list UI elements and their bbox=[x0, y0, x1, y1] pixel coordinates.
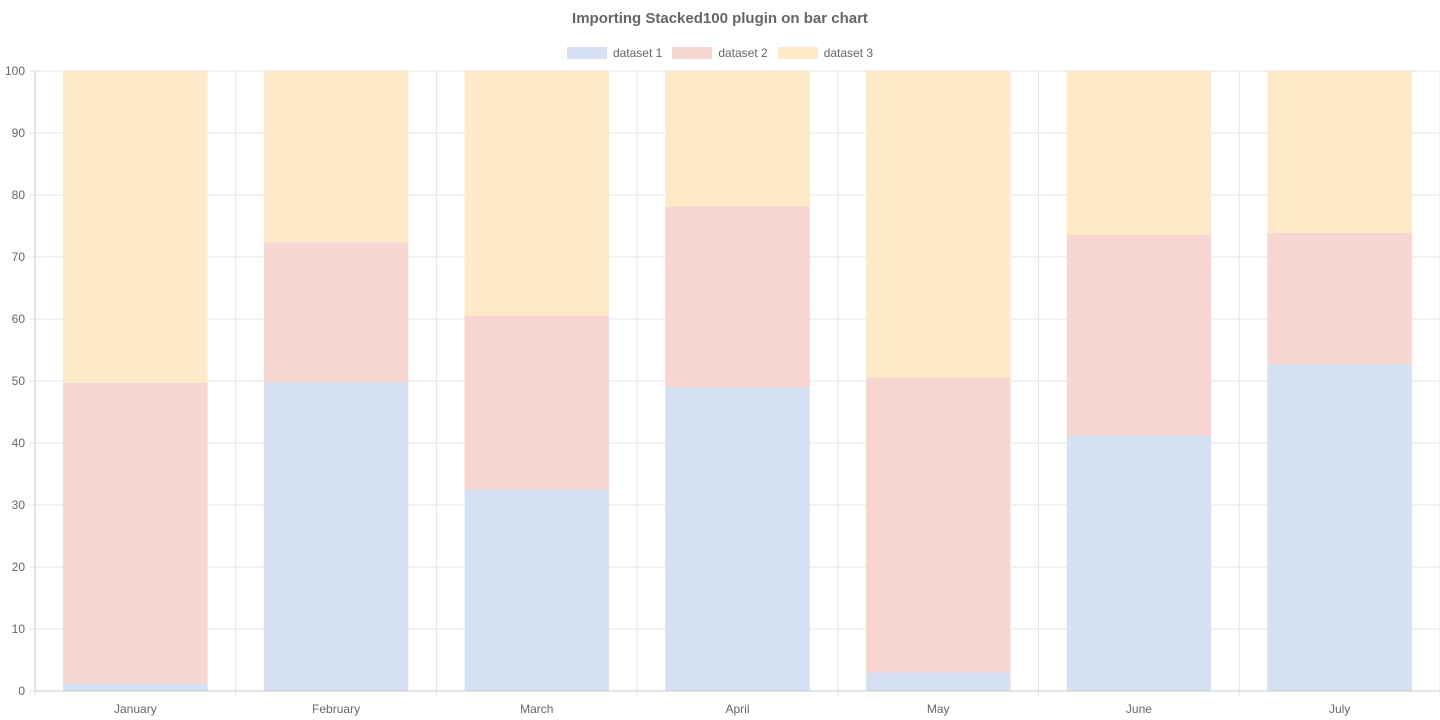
legend-label-dataset-1: dataset 1 bbox=[612, 46, 663, 60]
bar-april-dataset-1[interactable] bbox=[665, 387, 810, 691]
y-tick-label: 70 bbox=[12, 250, 26, 264]
y-tick-label: 30 bbox=[12, 498, 26, 512]
legend-swatch-dataset-1 bbox=[566, 47, 607, 59]
legend-item-dataset-1[interactable]: dataset 1 bbox=[566, 46, 663, 60]
y-tick-label: 50 bbox=[12, 374, 26, 388]
axis-layer: 0 10 20 30 40 50 60 70 80 90 100 January February Mar… bbox=[5, 64, 1440, 716]
legend-item-dataset-2[interactable]: dataset 2 bbox=[672, 46, 768, 60]
bar-april-dataset-2[interactable] bbox=[665, 206, 810, 388]
bar-may-dataset-3[interactable] bbox=[865, 71, 1011, 378]
x-tick-label-february: February bbox=[312, 702, 360, 716]
legend: dataset 1 dataset 2 dataset 3 bbox=[0, 46, 1440, 60]
bar-may-dataset-2[interactable] bbox=[865, 377, 1011, 673]
legend-label-dataset-2: dataset 2 bbox=[718, 46, 768, 60]
y-tick-label: 60 bbox=[12, 312, 26, 326]
x-tick-label-june: June bbox=[1126, 702, 1152, 716]
y-tick-label: 10 bbox=[12, 622, 26, 636]
x-tick-label-january: January bbox=[114, 702, 157, 716]
legend-item-dataset-3[interactable]: dataset 3 bbox=[777, 46, 874, 60]
y-tick-label: 0 bbox=[18, 684, 25, 698]
y-tick-label: 100 bbox=[5, 64, 25, 78]
chart-title: Importing Stacked100 plugin on bar chart bbox=[572, 10, 868, 27]
bar-january-dataset-3[interactable] bbox=[63, 71, 208, 383]
y-tick-label: 40 bbox=[12, 436, 26, 450]
x-tick-label-may: May bbox=[927, 702, 950, 716]
bar-july-dataset-1[interactable] bbox=[1267, 364, 1412, 691]
bar-may-dataset-1[interactable] bbox=[865, 672, 1011, 691]
y-tick-label: 90 bbox=[12, 126, 26, 140]
bar-june-dataset-3[interactable] bbox=[1066, 71, 1212, 235]
legend-swatch-dataset-2 bbox=[672, 47, 713, 59]
legend-swatch-dataset-3 bbox=[777, 47, 818, 59]
y-tick-label: 20 bbox=[12, 560, 26, 574]
bar-march-dataset-2[interactable] bbox=[464, 315, 610, 490]
bar-july-dataset-3[interactable] bbox=[1267, 71, 1412, 233]
bar-july-dataset-2[interactable] bbox=[1267, 232, 1412, 365]
bar-june-dataset-1[interactable] bbox=[1066, 435, 1212, 691]
x-tick-label-march: March bbox=[520, 702, 553, 716]
bar-january-dataset-1[interactable] bbox=[63, 683, 208, 691]
bar-march-dataset-3[interactable] bbox=[464, 71, 610, 316]
bar-february-dataset-3[interactable] bbox=[263, 71, 409, 243]
x-tick-label-april: April bbox=[725, 702, 749, 716]
x-tick-label-july: July bbox=[1329, 702, 1350, 716]
legend-label-dataset-3: dataset 3 bbox=[823, 46, 874, 60]
y-tick-label: 80 bbox=[12, 188, 26, 202]
bar-january-dataset-2[interactable] bbox=[63, 382, 208, 684]
bar-june-dataset-2[interactable] bbox=[1066, 234, 1212, 436]
bar-february-dataset-2[interactable] bbox=[263, 242, 409, 383]
bar-march-dataset-1[interactable] bbox=[464, 489, 610, 692]
bar-april-dataset-3[interactable] bbox=[665, 71, 810, 207]
bar-february-dataset-1[interactable] bbox=[263, 382, 409, 691]
bars-layer bbox=[63, 71, 1412, 691]
